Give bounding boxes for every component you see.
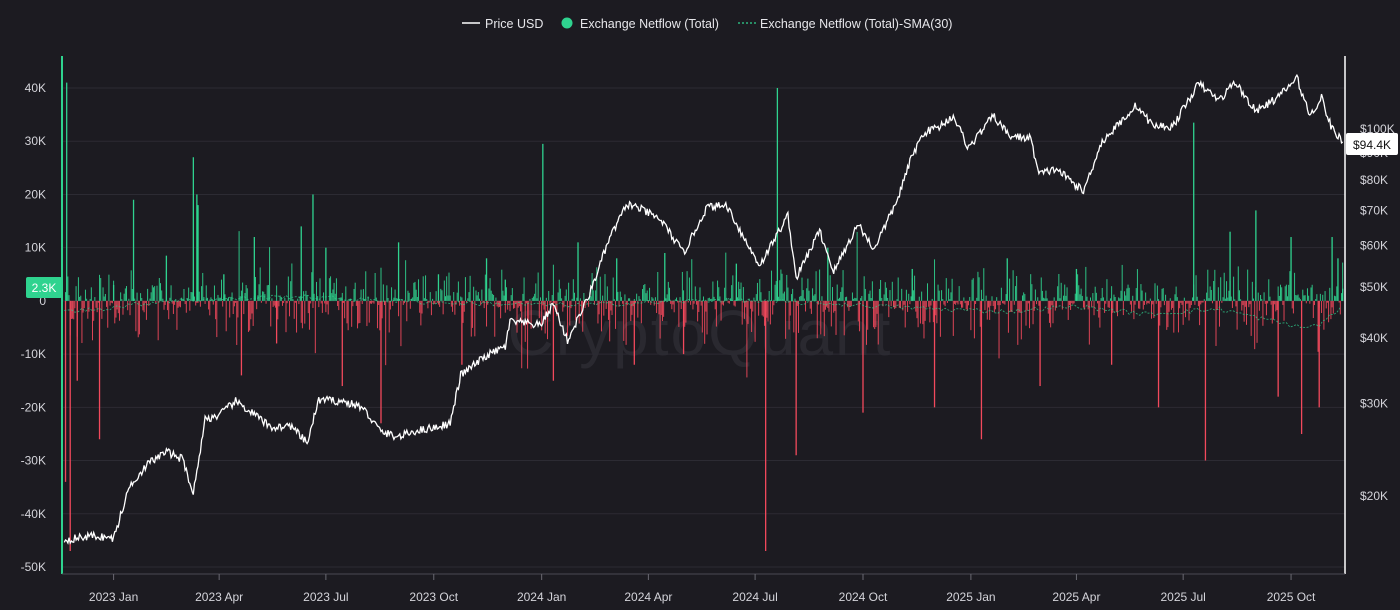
legend-netflow-label: Exchange Netflow (Total) — [580, 17, 719, 31]
netflow-value-label: 2.3K — [32, 281, 57, 295]
legend-price-label: Price USD — [485, 17, 543, 31]
left-tick-label: -30K — [21, 454, 46, 468]
x-tick-label: 2025 Oct — [1267, 590, 1316, 604]
right-tick-label: $100K — [1360, 122, 1395, 136]
left-tick-label: -10K — [21, 347, 46, 361]
x-axis: 2023 Jan 2023 Apr 2023 Jul 2023 Oct 2024 Jan… — [89, 574, 1316, 604]
left-tick-label: 20K — [25, 187, 46, 201]
price-value-tag: $94.4K — [1346, 133, 1398, 155]
x-tick-label: 2023 Jul — [303, 590, 348, 604]
left-tick-label: 0 — [39, 294, 46, 308]
sma-line — [64, 294, 1341, 329]
x-tick-label: 2024 Jul — [732, 590, 777, 604]
x-tick-label: 2023 Jan — [89, 590, 138, 604]
right-tick-label: $60K — [1360, 238, 1388, 252]
right-tick-label: $50K — [1360, 280, 1388, 294]
right-tick-label: $30K — [1360, 397, 1388, 411]
left-axis: 40K 30K 20K 10K 0 -10K -20K -30K -40K -50K — [21, 81, 47, 574]
right-tick-label: $20K — [1360, 489, 1388, 503]
outflow-bars — [64, 300, 1341, 552]
right-axis: $100K$90K$80K$70K$60K$50K$40K$30K$20K — [1360, 122, 1395, 503]
right-tick-label: $40K — [1360, 331, 1388, 345]
x-tick-label: 2023 Oct — [409, 590, 458, 604]
x-tick-label: 2023 Apr — [195, 590, 243, 604]
legend-sma-label: Exchange Netflow (Total)-SMA(30) — [760, 17, 952, 31]
price-value-label: $94.4K — [1353, 138, 1391, 152]
x-tick-label: 2025 Jul — [1160, 590, 1205, 604]
x-tick-label: 2024 Oct — [839, 590, 888, 604]
left-tick-label: 30K — [25, 134, 46, 148]
x-tick-label: 2025 Apr — [1052, 590, 1100, 604]
inflow-bars — [65, 82, 1344, 301]
left-tick-label: -40K — [21, 507, 46, 521]
left-tick-label: 10K — [25, 241, 46, 255]
right-tick-label: $70K — [1360, 203, 1388, 217]
left-tick-label: -50K — [21, 560, 46, 574]
legend: Price USD Exchange Netflow (Total) Excha… — [462, 17, 952, 31]
price-line — [63, 73, 1344, 545]
x-tick-label: 2024 Apr — [624, 590, 672, 604]
left-tick-label: -20K — [21, 400, 46, 414]
netflow-value-tag: 2.3K — [26, 277, 62, 298]
right-tick-label: $80K — [1360, 173, 1388, 187]
x-tick-label: 2025 Jan — [946, 590, 995, 604]
x-tick-label: 2024 Jan — [517, 590, 566, 604]
left-tick-label: 40K — [25, 81, 46, 95]
legend-netflow-swatch — [561, 17, 573, 29]
grid — [62, 87, 1345, 568]
